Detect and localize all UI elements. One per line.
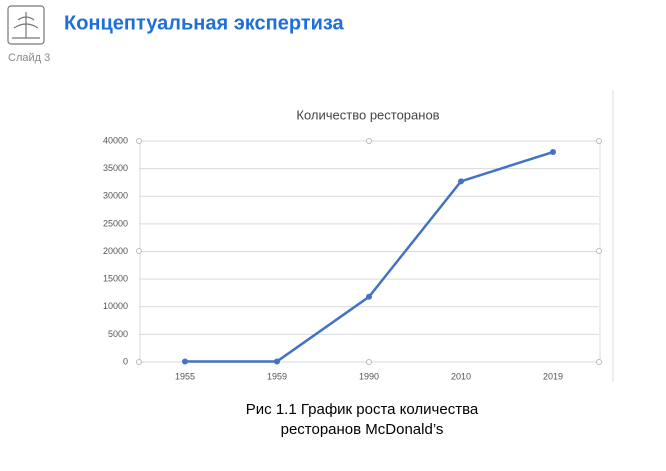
y-tick-label: 0 [123, 356, 128, 366]
frame-handle [136, 248, 142, 254]
x-tick-label: 1990 [359, 371, 379, 381]
x-tick-label: 2019 [543, 371, 563, 381]
caption: ресторанов McDonald’s [281, 421, 444, 438]
y-tick-label: 35000 [103, 163, 128, 173]
point [182, 358, 188, 365]
frame-handle [136, 138, 142, 144]
point [458, 178, 464, 185]
line [185, 150, 554, 363]
y-tick-label: 40000 [103, 135, 128, 145]
y-tick-label: 5000 [108, 329, 128, 339]
point [550, 149, 556, 156]
y-tick-label: 15000 [103, 274, 128, 284]
point [366, 293, 372, 300]
y-tick-label: 20000 [103, 246, 128, 256]
chart-title: Количество ресторанов [296, 107, 439, 122]
y-tick-label: 10000 [103, 301, 128, 311]
slide-title: Концептуальная экспертиза [64, 12, 345, 34]
logo [7, 5, 45, 45]
frame-handle [136, 359, 142, 365]
y-tick-label: 30000 [103, 191, 128, 201]
frame-handle [366, 359, 372, 365]
x-tick-label: 1955 [175, 371, 195, 381]
x-tick-label: 1959 [267, 371, 287, 381]
frame-handle [596, 359, 602, 365]
y-tick-label: 25000 [103, 218, 128, 228]
slide-number: Слайд 3 [8, 52, 50, 64]
frame-handle [596, 138, 602, 144]
point [274, 358, 280, 365]
frame-handle [366, 138, 372, 144]
x-tick-label: 2010 [451, 371, 471, 381]
frame-handle [596, 248, 602, 254]
caption: Рис 1.1 График роста количества [246, 401, 479, 418]
